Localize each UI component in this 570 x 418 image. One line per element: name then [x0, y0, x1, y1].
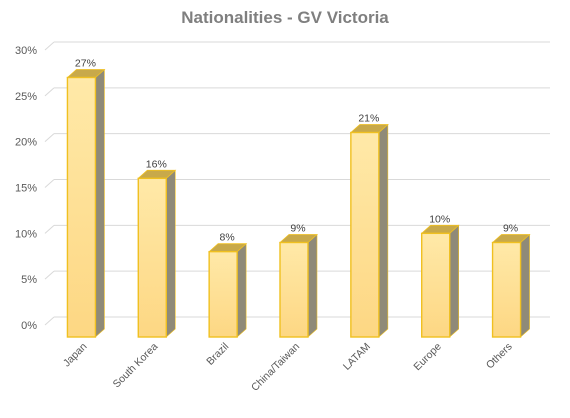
bar [349, 123, 389, 338]
category-label: Europe [411, 341, 444, 374]
gridline-depth [44, 41, 55, 51]
y-tick-label: 30% [15, 45, 37, 57]
bar-side [307, 233, 318, 338]
bar-side [449, 224, 460, 338]
bar-side [378, 123, 389, 338]
y-tick-label: 20% [15, 137, 37, 149]
bar [208, 242, 248, 338]
x-axis-category-labels: Japan South Korea Brazil China/Taiwan LATAM E… [61, 341, 515, 394]
bar-front [279, 241, 309, 338]
bar-front [208, 250, 238, 338]
data-label: 16% [146, 158, 167, 170]
bar-front [421, 232, 451, 338]
data-label: 9% [290, 223, 305, 235]
bar [420, 224, 460, 338]
data-label: 9% [503, 223, 518, 235]
bar-front [137, 177, 167, 338]
gridline-depth [44, 270, 55, 280]
category-label: South Korea [111, 341, 161, 391]
gridline-depth [44, 224, 55, 234]
bar-side [520, 233, 530, 338]
category-label: Brazil [204, 341, 231, 368]
category-label: Japan [61, 341, 90, 370]
bar [66, 68, 106, 338]
y-tick-label: 10% [15, 228, 37, 240]
bar-side [95, 68, 105, 338]
data-label: 8% [220, 232, 235, 244]
gridline-depth [44, 87, 55, 97]
y-tick-label: 25% [15, 91, 37, 103]
bar [137, 169, 177, 338]
y-axis-tick-labels: 0% 5% 10% 15% 20% 25% 30% [15, 45, 37, 332]
data-label: 21% [358, 113, 379, 125]
bar-front [491, 241, 522, 338]
gridline-depth [44, 133, 55, 143]
category-label: LATAM [341, 341, 373, 373]
category-label: China/Taiwan [249, 341, 302, 394]
bar-side [236, 242, 247, 338]
data-labels: 27% 16% 8% 9% 21% 10% 9% [75, 58, 518, 244]
category-label: Others [484, 341, 515, 372]
data-label: 27% [75, 58, 96, 70]
y-tick-label: 15% [15, 183, 37, 195]
bar [278, 233, 319, 338]
gridline-depth [44, 316, 55, 326]
data-label: 10% [429, 213, 450, 225]
bar-side [165, 169, 176, 338]
bar-front [66, 76, 97, 338]
bar [491, 233, 531, 338]
y-tick-label: 5% [21, 274, 37, 286]
bar-front [350, 131, 380, 338]
chart-title: Nationalities - GV Victoria [181, 8, 389, 27]
bars [66, 68, 531, 338]
y-tick-label: 0% [21, 320, 37, 332]
gridline-depth [44, 179, 55, 188]
